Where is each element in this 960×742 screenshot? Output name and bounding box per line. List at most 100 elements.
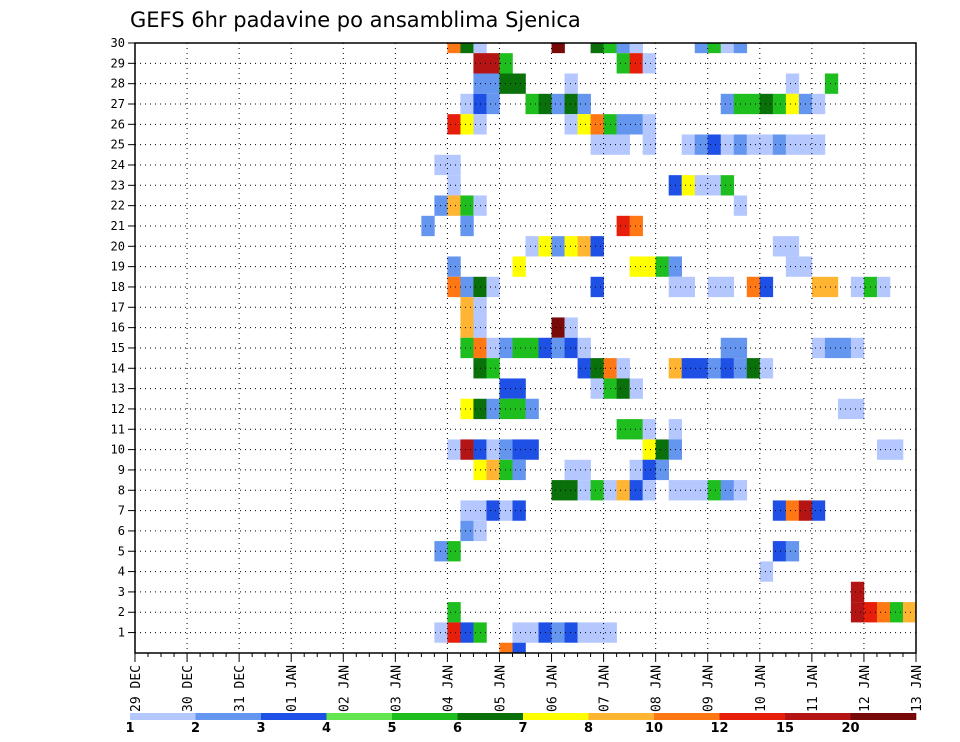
heatmap-cell — [460, 398, 474, 420]
heatmap-cell — [564, 73, 578, 94]
heatmap-cell — [811, 93, 826, 115]
x-tick-label: 06 JAN — [546, 665, 561, 712]
y-tick-label: 18 — [111, 280, 125, 294]
heatmap-cell — [785, 93, 800, 115]
heatmap-cell — [499, 73, 513, 94]
heatmap-cell — [616, 43, 630, 54]
heatmap-cell — [460, 276, 474, 298]
heatmap-cell — [551, 480, 565, 501]
heatmap-cells — [421, 43, 917, 653]
heatmap-cell — [447, 439, 461, 460]
heatmap-cell — [577, 236, 591, 257]
y-tick-label: 16 — [111, 321, 125, 335]
x-tick-label: 30 DEC — [181, 665, 196, 712]
x-tick-label: 02 JAN — [337, 665, 352, 712]
heatmap-cell — [447, 541, 461, 562]
colorbar-swatch — [261, 713, 327, 720]
heatmap-cell — [460, 622, 474, 643]
y-tick-label: 2 — [118, 605, 125, 619]
heatmap-cell — [902, 602, 917, 623]
heatmap-cell — [642, 459, 656, 481]
heatmap-cell — [616, 53, 630, 74]
heatmap-cell — [759, 93, 774, 115]
heatmap-cell — [785, 500, 800, 521]
heatmap-cell — [590, 622, 604, 643]
heatmap-cell — [707, 43, 722, 54]
heatmap-cell — [629, 43, 643, 54]
heatmap-cell — [577, 358, 591, 379]
heatmap-cell — [642, 134, 656, 155]
heatmap-cell — [564, 317, 578, 338]
colorbar-swatch — [654, 713, 720, 720]
heatmap-cell — [681, 134, 696, 155]
heatmap-cell — [772, 236, 787, 257]
heatmap-cell — [746, 276, 761, 298]
heatmap-cell — [629, 419, 643, 440]
heatmap-cell — [551, 337, 565, 359]
heatmap-cell — [499, 439, 513, 460]
heatmap-cell — [720, 134, 735, 155]
colorbar-swatch — [588, 713, 655, 720]
heatmap-cell — [590, 480, 604, 501]
heatmap-cell — [551, 43, 565, 54]
x-tick-label: 04 JAN — [441, 665, 456, 712]
heatmap-cell — [460, 317, 474, 338]
heatmap-cell — [642, 114, 656, 135]
heatmap-cell — [772, 500, 787, 521]
heatmap-cell — [642, 439, 656, 460]
heatmap-cell — [642, 419, 656, 440]
heatmap-cell — [447, 276, 461, 298]
heatmap-cell — [577, 459, 591, 481]
heatmap-cell — [486, 53, 500, 74]
y-tick-label: 23 — [111, 178, 125, 192]
heatmap-cell — [655, 256, 669, 277]
y-tick-label: 1 — [118, 626, 125, 640]
y-tick-label: 19 — [111, 260, 125, 274]
x-tick-label: 03 JAN — [389, 665, 404, 712]
y-tick-label: 21 — [111, 219, 125, 233]
heatmap-cell — [512, 337, 526, 359]
heatmap-cell — [759, 561, 774, 582]
heatmap-cell — [694, 134, 709, 155]
heatmap-cell — [564, 622, 578, 643]
heatmap-cell — [590, 378, 604, 399]
y-tick-label: 4 — [118, 565, 125, 579]
heatmap-cell — [889, 602, 904, 623]
y-tick-label: 7 — [118, 504, 125, 518]
y-tick-label: 22 — [111, 199, 125, 213]
heatmap-cell — [785, 256, 800, 277]
heatmap-cell — [447, 114, 461, 135]
heatmap-cell — [642, 480, 656, 501]
heatmap-cell — [811, 337, 826, 359]
heatmap-cell — [525, 93, 539, 115]
heatmap-cell — [577, 114, 591, 135]
heatmap-cell — [486, 73, 500, 94]
heatmap-cell — [720, 175, 735, 196]
heatmap-cell — [434, 541, 448, 562]
colorbar-label: 1 — [125, 721, 134, 736]
heatmap-cell — [629, 53, 643, 74]
heatmap-cell — [447, 195, 461, 216]
x-tick-label: 29 DEC — [129, 665, 144, 712]
heatmap-cell — [564, 480, 578, 501]
heatmap-cell — [590, 276, 604, 298]
y-tick-label: 14 — [111, 361, 125, 375]
heatmap-cell — [629, 459, 643, 481]
heatmap-cell — [577, 93, 591, 115]
heatmap-cell — [707, 480, 722, 501]
colorbar-label: 20 — [841, 721, 859, 736]
heatmap-cell — [629, 256, 643, 277]
heatmap-cell — [772, 134, 787, 155]
heatmap-cell — [629, 480, 643, 501]
heatmap-cell — [616, 378, 630, 399]
heatmap-cell — [512, 500, 526, 521]
heatmap-cell — [707, 175, 722, 196]
heatmap-cell — [499, 337, 513, 359]
heatmap-cell — [590, 236, 604, 257]
heatmap-cell — [824, 276, 839, 298]
heatmap-cell — [590, 43, 604, 54]
heatmap-cell — [525, 622, 539, 643]
heatmap-cell — [603, 43, 617, 54]
heatmap-cell — [876, 439, 891, 460]
heatmap-cell — [694, 43, 709, 54]
